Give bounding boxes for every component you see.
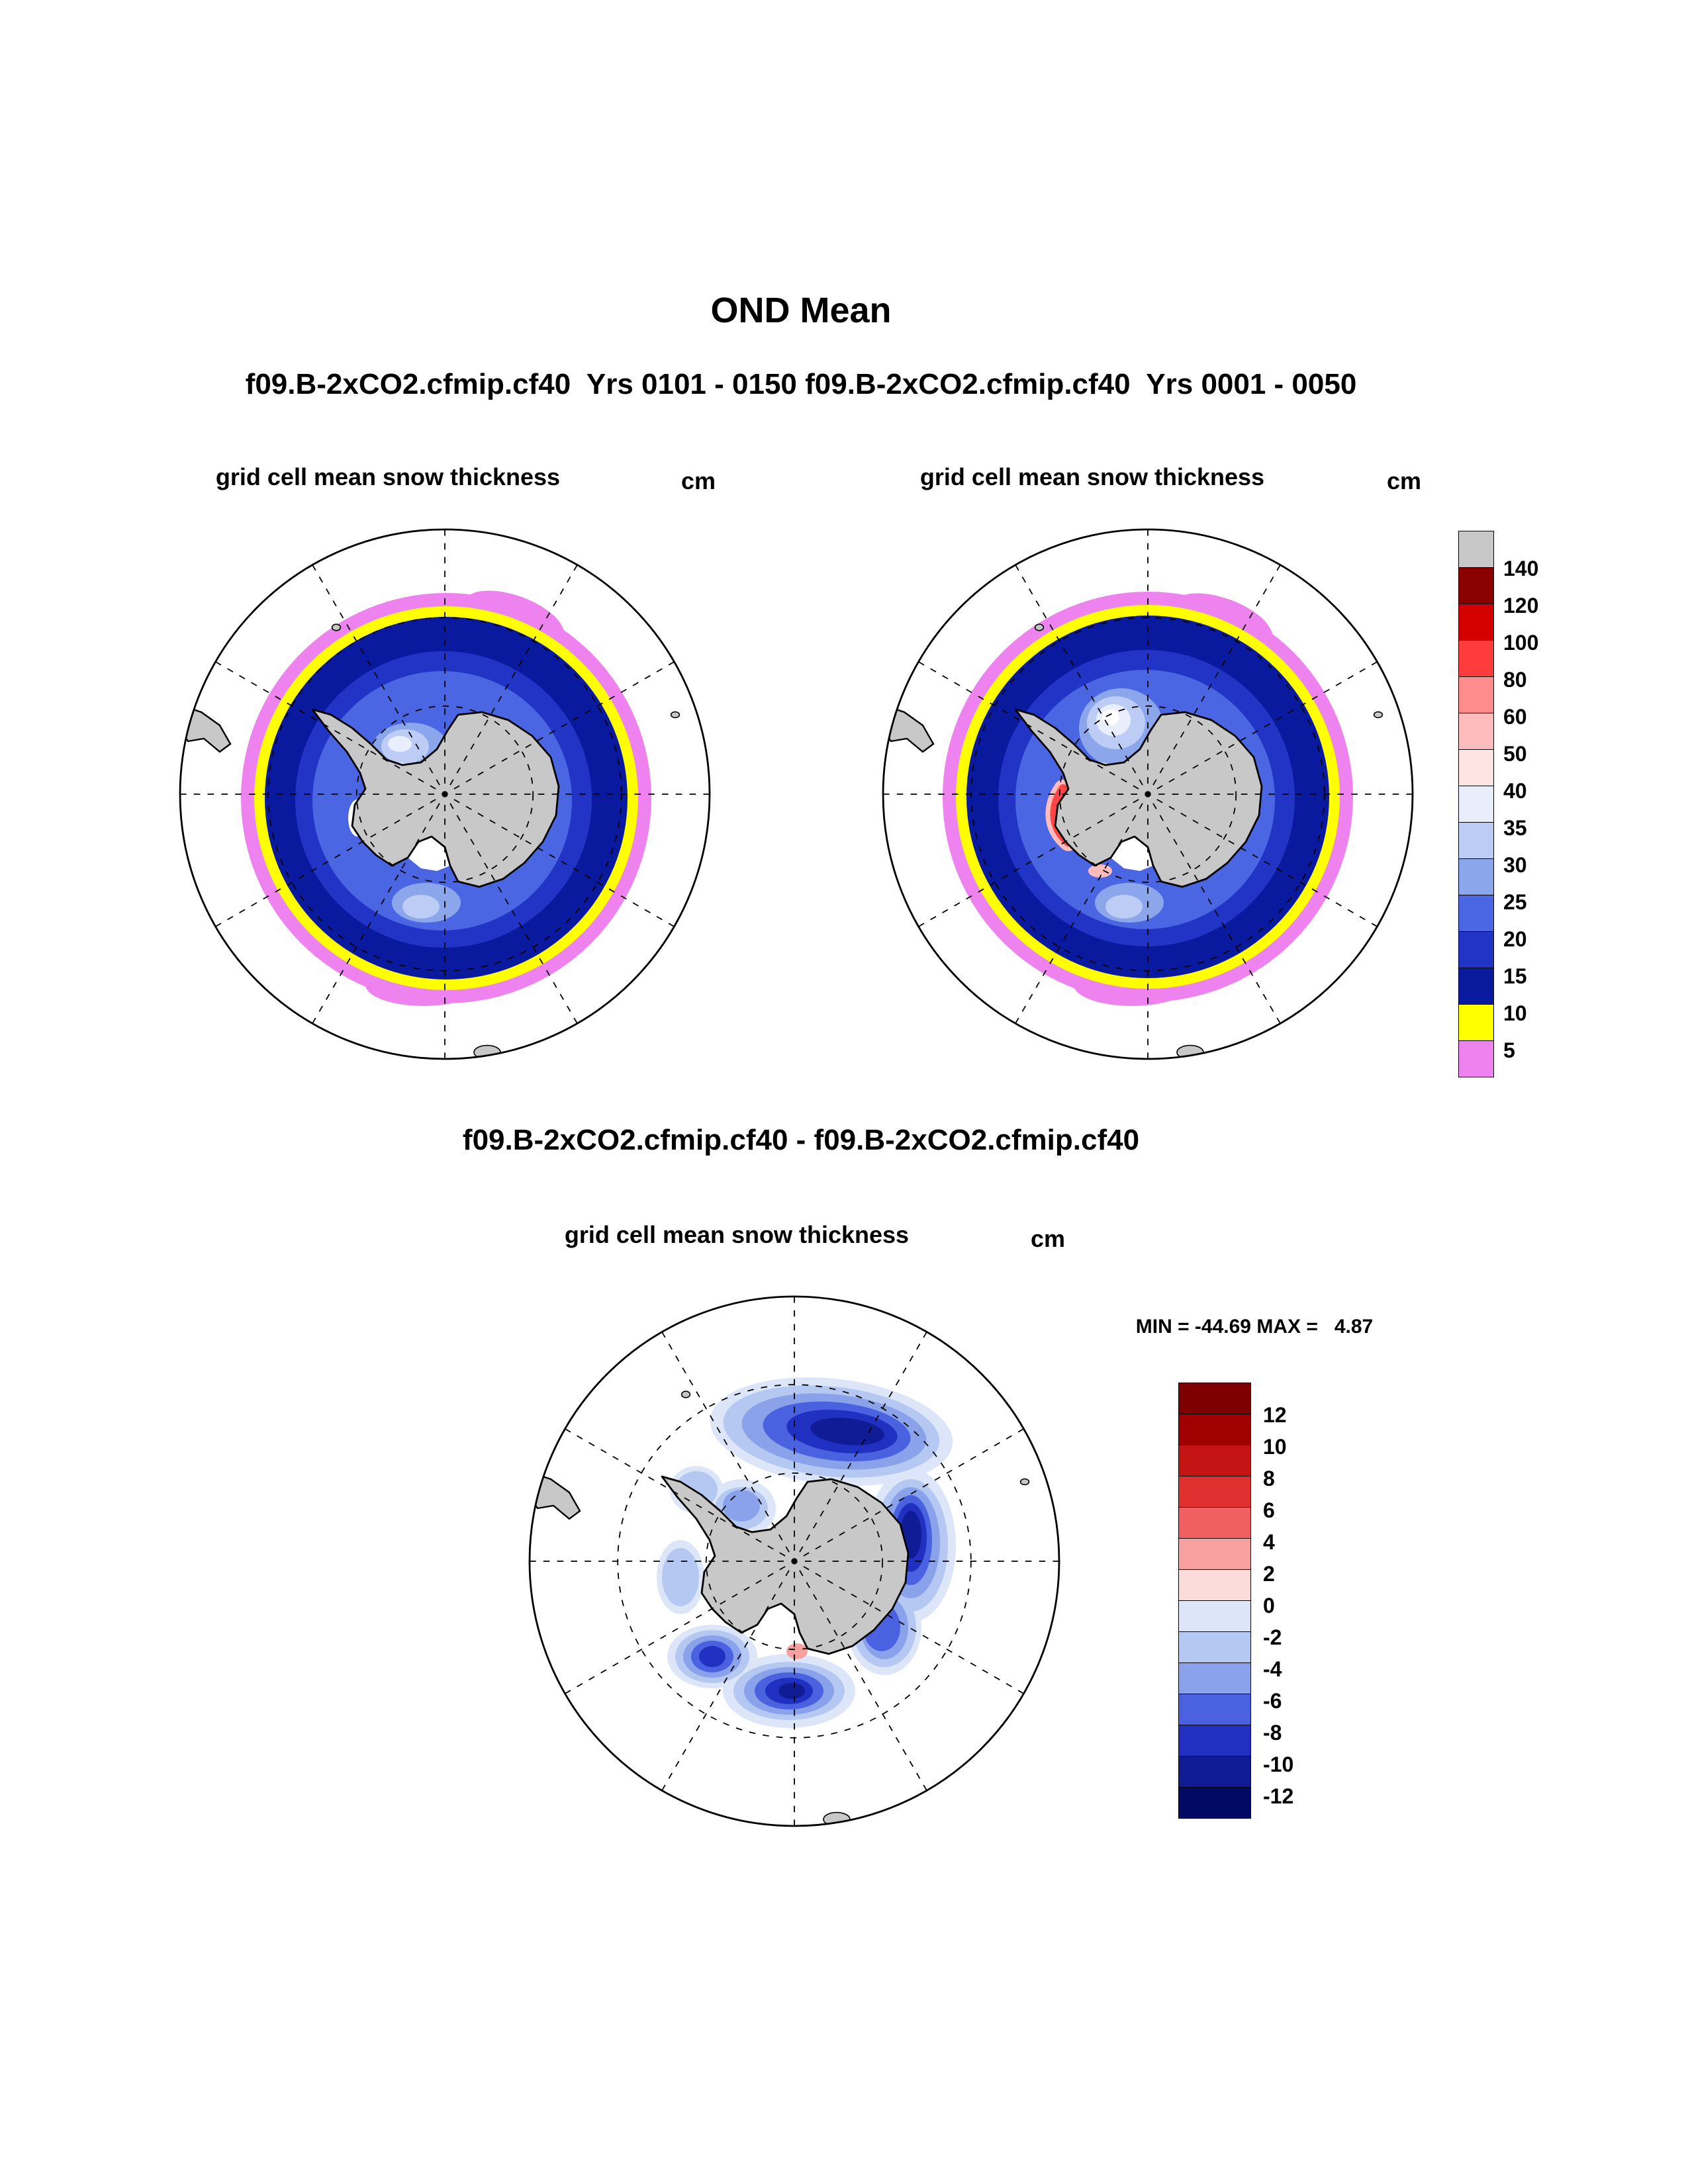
colorbar-cell	[1178, 1756, 1251, 1788]
panel-left-title: grid cell mean snow thickness	[215, 463, 561, 490]
ross-ice-shelf	[1111, 837, 1153, 871]
panel-diff-title: grid cell mean snow thickness	[564, 1221, 910, 1248]
graticule	[180, 529, 710, 1059]
colorbar-tick-label: 0	[1263, 1594, 1275, 1617]
colorbar-tick-label: 10	[1263, 1435, 1287, 1459]
colorbar-tick-label: 6	[1263, 1498, 1275, 1522]
colorbar-cell	[1178, 1662, 1251, 1694]
map-boundary	[528, 1295, 1060, 1827]
diff-panel-heading: f09.B-2xCO2.cfmip.cf40 - f09.B-2xCO2.cfm…	[462, 1124, 1140, 1156]
ross-ice-shelf	[757, 1604, 800, 1638]
island-speck	[1019, 1478, 1030, 1486]
colorbar-difference-labels: 12 10 8 6 4 2 0 -2 -4 -6 -8 -10 -12	[1263, 1383, 1349, 1828]
map-boundary	[179, 528, 711, 1060]
colorbar-tick-label: 12	[1263, 1403, 1287, 1427]
colorbar-cell	[1458, 749, 1494, 786]
colorbar-tick-label: 20	[1503, 927, 1527, 951]
colorbar-cell	[1458, 676, 1494, 713]
graticule	[530, 1297, 1059, 1826]
colorbar-cell	[1178, 1476, 1251, 1508]
figure-subtitle: f09.B-2xCO2.cfmip.cf40 Yrs 0101 - 0150 f…	[245, 368, 1357, 400]
colorbar-cell	[1178, 1507, 1251, 1539]
colorbar-tick-label: -6	[1263, 1689, 1282, 1713]
island-speck	[680, 1390, 691, 1398]
colorbar-cell	[1458, 531, 1494, 568]
colorbar-cell	[1178, 1631, 1251, 1663]
colorbar-cell	[1178, 1787, 1251, 1819]
colorbar-cell	[1458, 713, 1494, 750]
colorbar-cell	[1458, 968, 1494, 1005]
difference-field	[657, 1377, 956, 1728]
min-max-stats: MIN = -44.69 MAX = 4.87	[1135, 1316, 1374, 1338]
colorbar-tick-label: 140	[1503, 557, 1539, 580]
colorbar-cell	[1178, 1725, 1251, 1756]
ross-ice-shelf	[408, 837, 450, 871]
colorbar-snow-thickness	[1458, 531, 1494, 1077]
panel-right-title: grid cell mean snow thickness	[919, 463, 1265, 490]
colorbar-tick-label: 25	[1503, 890, 1527, 914]
panel-diff-units: cm	[1030, 1225, 1066, 1252]
colorbar-tick-label: 8	[1263, 1467, 1275, 1490]
colorbar-tick-label: 35	[1503, 816, 1527, 840]
colorbar-tick-label: -2	[1263, 1625, 1282, 1649]
colorbar-difference	[1178, 1383, 1251, 1819]
island-speck	[331, 623, 342, 631]
colorbar-tick-label: -12	[1263, 1784, 1294, 1808]
map-left-yrs0101-0150	[179, 528, 711, 1060]
map-difference	[528, 1295, 1060, 1827]
colorbar-tick-label: -10	[1263, 1752, 1294, 1776]
colorbar-cell	[1458, 786, 1494, 823]
map-boundary	[882, 528, 1414, 1060]
colorbar-cell	[1458, 931, 1494, 968]
colorbar-cell	[1458, 858, 1494, 895]
colorbar-tick-label: 40	[1503, 779, 1527, 803]
colorbar-cell	[1178, 1694, 1251, 1725]
colorbar-tick-label: 100	[1503, 631, 1539, 655]
colorbar-cell	[1458, 895, 1494, 932]
panel-left-units: cm	[680, 467, 716, 494]
island-speck	[1373, 711, 1383, 719]
colorbar-tick-label: 4	[1263, 1530, 1275, 1554]
island-speck	[670, 711, 680, 719]
positive-diff-patch	[786, 1643, 808, 1659]
colorbar-tick-label: 10	[1503, 1001, 1527, 1025]
colorbar-snow-thickness-labels: 140 120 100 80 60 50 40 35 30 25 20 15 10 5	[1503, 531, 1589, 1087]
colorbar-cell	[1458, 604, 1494, 641]
colorbar-cell	[1178, 1538, 1251, 1570]
island-speck	[1034, 623, 1045, 631]
colorbar-cell	[1458, 640, 1494, 677]
graticule	[883, 529, 1413, 1059]
colorbar-cell	[1458, 822, 1494, 859]
colorbar-tick-label: -4	[1263, 1657, 1282, 1681]
colorbar-tick-label: 80	[1503, 668, 1527, 692]
colorbar-tick-label: 50	[1503, 742, 1527, 766]
colorbar-cell	[1458, 1004, 1494, 1041]
colorbar-tick-label: 120	[1503, 594, 1539, 617]
colorbar-tick-label: 15	[1503, 964, 1527, 988]
colorbar-cell	[1458, 567, 1494, 604]
map-right-yrs0001-0050	[882, 528, 1414, 1060]
colorbar-tick-label: 30	[1503, 853, 1527, 877]
colorbar-cell	[1178, 1569, 1251, 1601]
colorbar-tick-label: 2	[1263, 1562, 1275, 1586]
colorbar-cell	[1178, 1445, 1251, 1477]
panel-right-units: cm	[1386, 467, 1422, 494]
colorbar-tick-label: 60	[1503, 705, 1527, 729]
figure-title: OND Mean	[710, 291, 892, 330]
colorbar-cell	[1178, 1600, 1251, 1632]
colorbar-cell	[1178, 1383, 1251, 1414]
colorbar-cell	[1458, 1040, 1494, 1077]
colorbar-cell	[1178, 1414, 1251, 1445]
colorbar-tick-label: -8	[1263, 1721, 1282, 1745]
colorbar-tick-label: 5	[1503, 1038, 1515, 1062]
